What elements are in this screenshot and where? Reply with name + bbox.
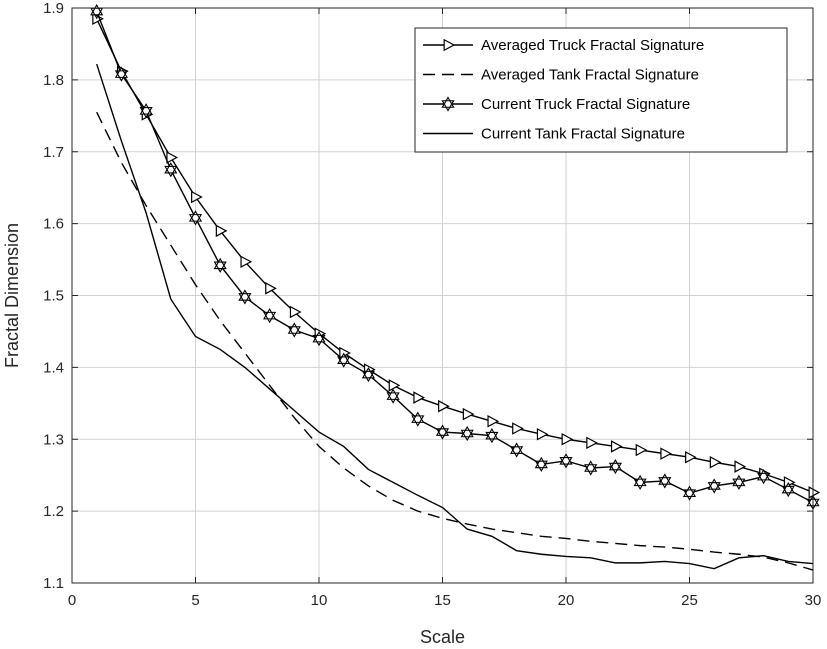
data-point: [707, 478, 721, 494]
legend-item: Averaged Truck Fractal Signature: [423, 37, 704, 54]
data-point: [215, 224, 228, 238]
series-line: [96, 111, 814, 571]
data-point: [312, 331, 326, 347]
series-layer: [90, 3, 821, 571]
y-tick-label: 1.6: [43, 216, 64, 233]
data-point: [166, 151, 179, 164]
data-point: [386, 388, 400, 404]
legend-box: [414, 27, 788, 153]
series-3: [90, 3, 820, 511]
data-point: [635, 443, 648, 457]
data-point: [413, 391, 426, 404]
legend-label: Current Truck Fractal Signature: [481, 96, 690, 113]
legend: Averaged Truck Fractal Signature Averaged…: [414, 27, 788, 153]
legend-label: Averaged Tank Fractal Signature: [481, 67, 699, 84]
data-point: [658, 473, 672, 489]
data-point: [685, 450, 697, 464]
data-point: [510, 442, 524, 458]
x-tick-label: 5: [191, 592, 199, 609]
y-tick-label: 1.4: [43, 359, 64, 376]
data-point: [757, 469, 771, 485]
data-point: [411, 411, 425, 427]
data-point: [709, 455, 722, 469]
legend-marker: [443, 38, 456, 52]
data-point: [361, 366, 375, 383]
data-point: [512, 422, 524, 435]
data-point: [487, 415, 500, 428]
data-point: [734, 460, 747, 473]
legend-item: Current Tank Fractal Signature: [423, 126, 685, 143]
data-point: [610, 440, 623, 453]
data-point: [559, 453, 573, 469]
data-point: [238, 289, 252, 305]
data-point: [732, 474, 746, 490]
data-point: [287, 322, 301, 338]
data-point: [388, 379, 401, 392]
legend-item: Averaged Tank Fractal Signature: [423, 67, 699, 84]
y-tick-label: 1.5: [43, 288, 64, 305]
data-point: [460, 425, 474, 442]
data-point: [682, 485, 697, 501]
data-point: [114, 66, 128, 82]
y-tick-label: 1.7: [43, 144, 64, 161]
x-tick-label: 25: [681, 592, 698, 609]
data-point: [534, 456, 548, 473]
x-tick-label: 20: [558, 592, 575, 609]
data-point: [213, 257, 227, 273]
y-tick-label: 1.3: [43, 431, 64, 448]
legend-marker: [441, 96, 455, 112]
series-line: [96, 63, 814, 570]
data-point: [633, 474, 647, 490]
legend-label: Averaged Truck Fractal Signature: [481, 37, 704, 54]
x-tick-label: 0: [68, 592, 76, 609]
data-point: [263, 308, 277, 324]
y-tick-label: 1.1: [43, 575, 64, 592]
data-point: [561, 432, 574, 446]
data-point: [337, 352, 351, 368]
data-point: [188, 210, 203, 226]
data-point: [435, 424, 450, 440]
x-axis-title: Scale: [420, 627, 465, 647]
legend-item: Current Truck Fractal Signature: [423, 96, 690, 113]
data-point: [586, 436, 598, 450]
data-point: [584, 460, 598, 476]
data-point: [536, 427, 549, 441]
data-point: [608, 458, 622, 475]
data-point: [139, 103, 153, 119]
y-tick-label: 1.8: [43, 72, 64, 89]
legend-label: Current Tank Fractal Signature: [481, 126, 685, 143]
ticks: 0 5 10 15 20 25 30 1.1 1.2 1.3 1.4 1.5 1.6 1.7 1.8 1.9: [43, 0, 821, 609]
data-point: [660, 447, 673, 460]
series-4: [96, 63, 814, 570]
data-point: [289, 305, 302, 319]
data-point: [240, 255, 253, 268]
series-2: [96, 111, 814, 571]
y-tick-label: 1.9: [43, 0, 64, 17]
x-tick-label: 15: [434, 592, 451, 609]
y-tick-label: 1.2: [43, 503, 64, 520]
data-point: [485, 428, 499, 444]
data-point: [164, 162, 178, 178]
data-point: [438, 399, 450, 413]
data-point: [191, 190, 203, 204]
data-point: [781, 481, 795, 498]
x-tick-label: 30: [805, 592, 822, 609]
x-tick-label: 10: [311, 592, 328, 609]
y-axis-title: Fractal Dimension: [2, 223, 22, 368]
data-point: [808, 486, 821, 499]
data-point: [462, 407, 475, 421]
data-point: [265, 282, 277, 295]
